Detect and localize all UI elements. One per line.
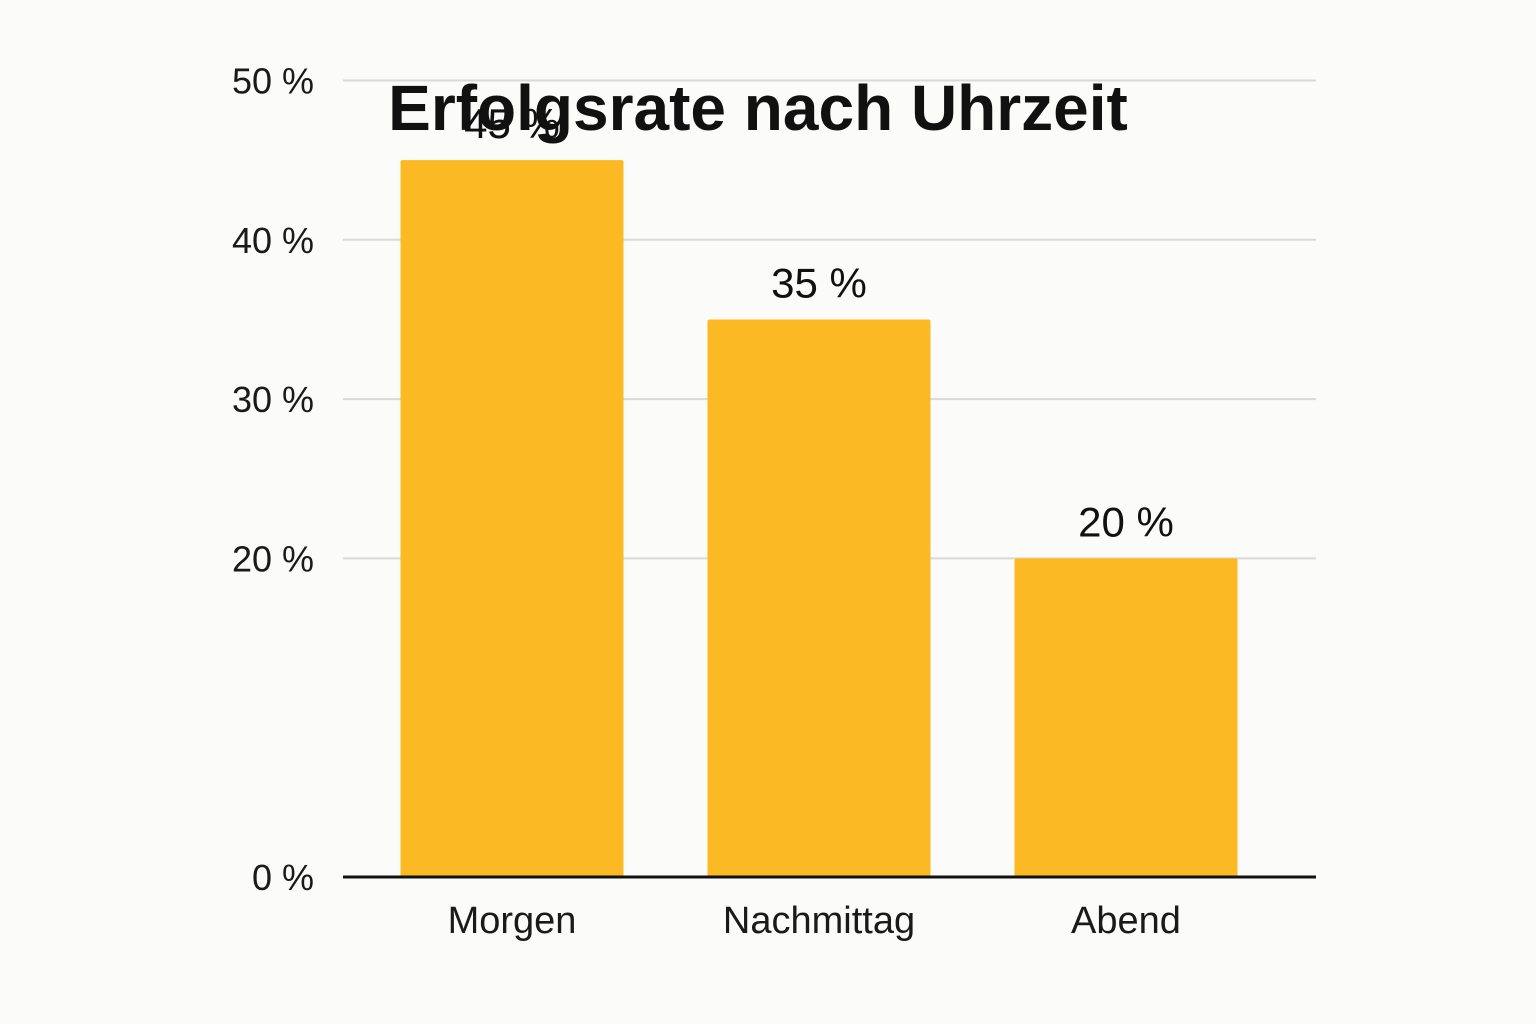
x-axis-categories: Morgen Nachmittag Abend (448, 900, 1181, 942)
bar-value-label: 20 % (1078, 498, 1174, 545)
bars (400, 160, 1238, 877)
y-tick-label: 40 % (232, 220, 314, 261)
category-label: Abend (1071, 900, 1181, 942)
bar-value-label: 35 % (771, 259, 867, 306)
y-tick-label: 0 % (252, 857, 314, 898)
y-tick-label: 50 % (232, 61, 314, 102)
bar-value-label: 45 % (464, 100, 560, 147)
y-tick-label: 30 % (232, 379, 314, 420)
y-axis-ticks: 0 % 20 % 30 % 40 % 50 % (232, 61, 314, 899)
category-label: Morgen (448, 900, 577, 942)
y-tick-label: 20 % (232, 538, 314, 579)
bar-nachmittag (707, 319, 931, 877)
chart-title: Erfolgsrate nach Uhrzeit (388, 72, 1128, 144)
value-labels: 45 % 35 % 20 % (464, 100, 1174, 545)
bar-morgen (400, 160, 624, 877)
category-label: Nachmittag (723, 900, 915, 942)
bar-abend (1014, 558, 1238, 877)
